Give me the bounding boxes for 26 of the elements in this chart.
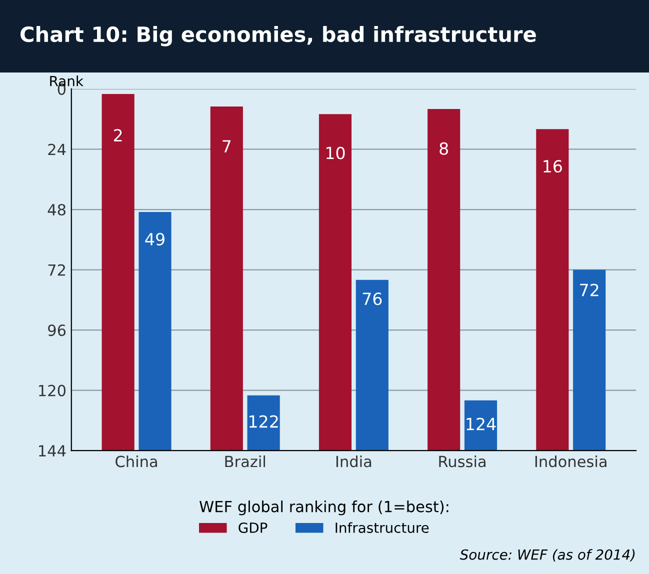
y-tick-label: 144 — [39, 445, 66, 456]
source-note: Source: WEF (as of 2014) — [460, 549, 635, 562]
data-label: 124 — [466, 418, 496, 430]
legend-label: Infrastructure — [336, 522, 429, 533]
data-label: 10 — [326, 146, 345, 160]
legend-title: WEF global ranking for (1=best): — [200, 500, 448, 516]
x-tick-label: India — [336, 455, 372, 468]
data-label: 8 — [440, 142, 448, 155]
data-label: 76 — [362, 292, 382, 306]
data-label: 49 — [145, 232, 164, 246]
y-tick-label: 72 — [48, 264, 65, 276]
y-tick-label: 24 — [48, 144, 66, 156]
x-tick-label: Russia — [439, 455, 486, 468]
y-tick-label: 96 — [48, 324, 66, 336]
x-tick-label: China — [116, 455, 157, 468]
y-tick-label: 120 — [39, 384, 66, 396]
data-label: 122 — [250, 415, 278, 428]
y-tick-label: 48 — [48, 204, 66, 216]
legend-label: GDP — [238, 522, 268, 533]
data-label: 72 — [580, 284, 598, 296]
data-label: 7 — [222, 140, 231, 152]
chart-title: Chart 10: Big economies, bad infrastructure — [20, 26, 536, 46]
data-label: 16 — [544, 160, 562, 173]
data-label: 2 — [114, 129, 122, 142]
x-tick-label: Indonesia — [535, 455, 606, 468]
x-tick-label: Brazil — [225, 455, 266, 468]
